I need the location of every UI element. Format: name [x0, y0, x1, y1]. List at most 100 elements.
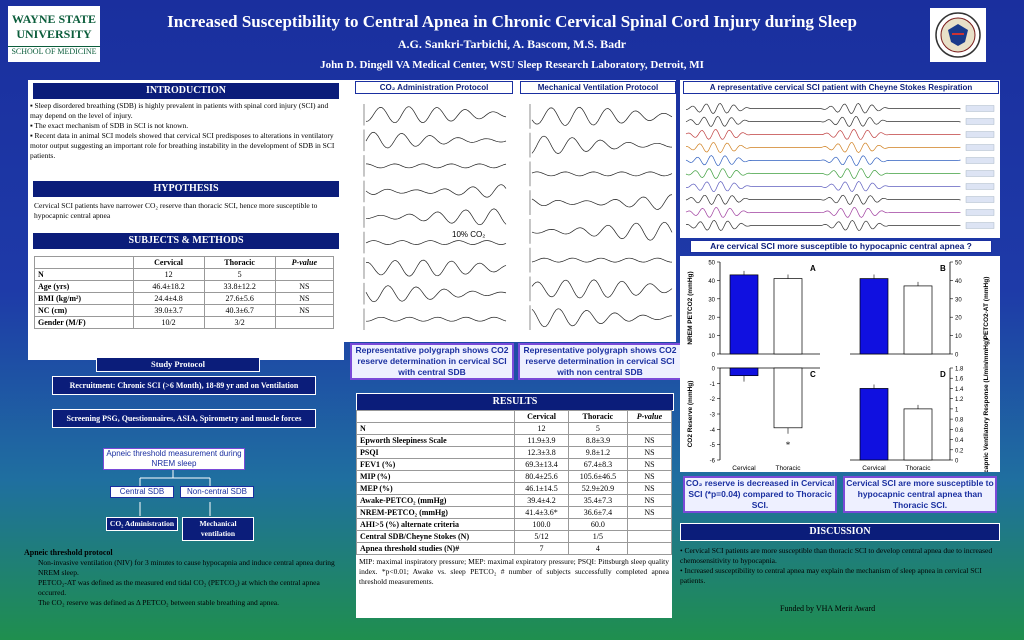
polygraph-trace — [531, 308, 673, 328]
polygraph-trace — [531, 106, 673, 126]
tick-label: 0 — [712, 353, 716, 359]
table-row: Apnea threshold studies (N)# 7 4 — [355, 542, 673, 555]
tick-label: 10 — [955, 334, 962, 340]
protocol-arrows — [139, 470, 211, 516]
table-row: Age (yrs) 46.4±18.2 33.8±12.2 NS — [34, 280, 335, 293]
table-cell: 24.4±4.8 — [132, 292, 205, 305]
cheyne-label: A representative cervical SCI patient wi… — [683, 81, 999, 94]
table-cell: 36.6±7.4 — [567, 506, 628, 519]
table-cell: Central SDB/Cheyne Stokes (N) — [355, 530, 516, 543]
table-row: NC (cm) 39.0±3.7 40.3±6.7 NS — [34, 304, 335, 317]
table-cell: 27.6±5.6 — [203, 292, 276, 305]
tick-label: 0.6 — [955, 428, 964, 434]
channel-tag — [965, 183, 995, 190]
cheyne-trace — [685, 168, 961, 180]
x-tick-label: Thoracic — [776, 465, 802, 472]
intro-heading: INTRODUCTION — [32, 82, 340, 100]
y-axis-label: PETCO2-AT (mmHg) — [983, 277, 990, 340]
cheyne-trace — [685, 219, 961, 231]
polygraph-trace — [365, 163, 507, 169]
table-cell — [626, 518, 673, 531]
table-cell: 10/2 — [132, 316, 205, 329]
hypothesis-heading: HYPOTHESIS — [32, 180, 340, 198]
table-cell: 39.4±4.2 — [514, 494, 569, 507]
table-header-row: Cervical Thoracic P-value — [34, 256, 335, 269]
poster-title: Increased Susceptibility to Central Apne… — [167, 12, 857, 31]
cheyne-trace — [685, 180, 961, 192]
table-cell: BMI (kg/m²) — [34, 292, 134, 305]
table-row: N 12 5 — [34, 268, 335, 281]
channel-tag — [965, 196, 995, 203]
tick-label: -3 — [710, 413, 716, 419]
bar-d-cervical — [859, 388, 889, 461]
table-row: MIP (%) 80.4±25.6 105.6±46.5 NS — [355, 470, 673, 483]
table-cell: NS — [626, 458, 673, 471]
poster-authors: A.G. Sankri-Tarbichi, A. Bascom, M.S. Ba… — [397, 37, 627, 51]
table-row: Gender (M/F) 10/2 3/2 — [34, 316, 335, 329]
intro-body: ▪ Sleep disordered breathing (SDB) is hi… — [30, 101, 340, 161]
channel-tag — [965, 170, 995, 177]
table-header-cell: P-value — [626, 410, 673, 423]
intro-bullet-text: Sleep disordered breathing (SDB) is high… — [30, 101, 329, 120]
cheyne-traces — [685, 102, 995, 231]
table-row: FEV1 (%) 69.3±13.4 67.4±8.3 NS — [355, 458, 673, 471]
table-cell: 40.3±6.7 — [203, 304, 276, 317]
question-label-text: Are cervical SCI more susceptible to hyp… — [710, 241, 972, 251]
tick-label: 0 — [955, 459, 959, 465]
polygraph-trace — [531, 171, 673, 177]
table-cell: 46.4±18.2 — [132, 280, 205, 293]
recruitment-box: Recruitment: Chronic SCI (>6 Month), 18-… — [52, 376, 316, 395]
channel-tag — [965, 157, 995, 164]
table-cell: NS — [626, 506, 673, 519]
table-cell: Epworth Sleepiness Scale — [355, 434, 516, 447]
significance-marker: * — [786, 440, 791, 450]
table-cell: 41.4±3.6* — [514, 506, 569, 519]
noncentral-sdb-box: Non-central SDB — [180, 486, 254, 498]
table-cell: Apnea threshold studies (N)# — [355, 542, 516, 555]
tick-label: 0.4 — [955, 438, 964, 444]
bar-a-cervical — [729, 274, 759, 355]
table-cell: N — [34, 268, 134, 281]
finding-left: CO₂ reserve is decreased in Cervical SCI… — [683, 476, 837, 513]
intro-bullet-text: Recent data in animal SCI models showed … — [30, 131, 335, 160]
tick-label: 50 — [955, 261, 962, 267]
table-header-cell: Cervical — [514, 410, 569, 423]
x-tick-label: Cervical — [862, 465, 886, 472]
channel-tag — [965, 131, 995, 138]
channel-tag — [965, 105, 995, 112]
table-row: MEP (%) 46.1±14.5 52.9±20.9 NS — [355, 482, 673, 495]
table-cell: 12.3±3.8 — [514, 446, 569, 459]
logo-line1: WAYNE STATE — [11, 12, 97, 26]
caption-left: Representative polygraph shows CO2 reser… — [350, 343, 514, 380]
tick-label: 0 — [712, 367, 716, 373]
table-header-cell: Cervical — [132, 256, 205, 269]
table-cell: 11.9±3.9 — [514, 434, 569, 447]
results-panel: Cervical Thoracic P-value N 12 5 Epworth Sl… — [355, 410, 673, 618]
panel-letter: A — [810, 264, 816, 273]
table-cell: NS — [274, 292, 335, 305]
table-row: NREM-PETCO₂ (mmHg) 41.4±3.6* 36.6±7.4 NS — [355, 506, 673, 519]
panel-letter: C — [810, 370, 816, 379]
intro-bullet-text: The exact mechanism of SDB in SCI is not… — [34, 121, 189, 130]
table-cell: 5 — [203, 268, 276, 281]
screening-box: Screening PSG, Questionnaires, ASIA, Spi… — [52, 409, 316, 428]
y-axis-label: Hypocapnic Ventilatory Response (L/min/m… — [983, 339, 990, 472]
tick-label: 10 — [708, 334, 715, 340]
y-axis-label: NREM PETCO2 (mmHg) — [687, 271, 694, 344]
discussion-bullet-text: Increased susceptibility to central apne… — [680, 566, 982, 585]
channel-tag — [965, 222, 995, 229]
discussion-bullet-text: Cervical SCI patients are more susceptib… — [680, 546, 993, 565]
central-sdb-box: Central SDB — [110, 486, 174, 498]
polygraph-trace — [365, 184, 507, 198]
polygraph-trace — [366, 316, 507, 322]
table-cell: N — [355, 422, 516, 435]
polygraph-trace — [531, 279, 673, 299]
bar-b-cervical — [859, 278, 889, 355]
bar-c-cervical — [729, 367, 759, 377]
table-cell: AHI>5 (%) alternate criteria — [355, 518, 516, 531]
bar-c-thoracic — [773, 367, 803, 429]
apneic-protocol-panel: Apneic threshold protocol Non-invasive v… — [24, 548, 344, 620]
va-seal-icon — [935, 12, 981, 58]
panel-letter: B — [940, 264, 946, 273]
polygraph-trace — [531, 135, 673, 154]
